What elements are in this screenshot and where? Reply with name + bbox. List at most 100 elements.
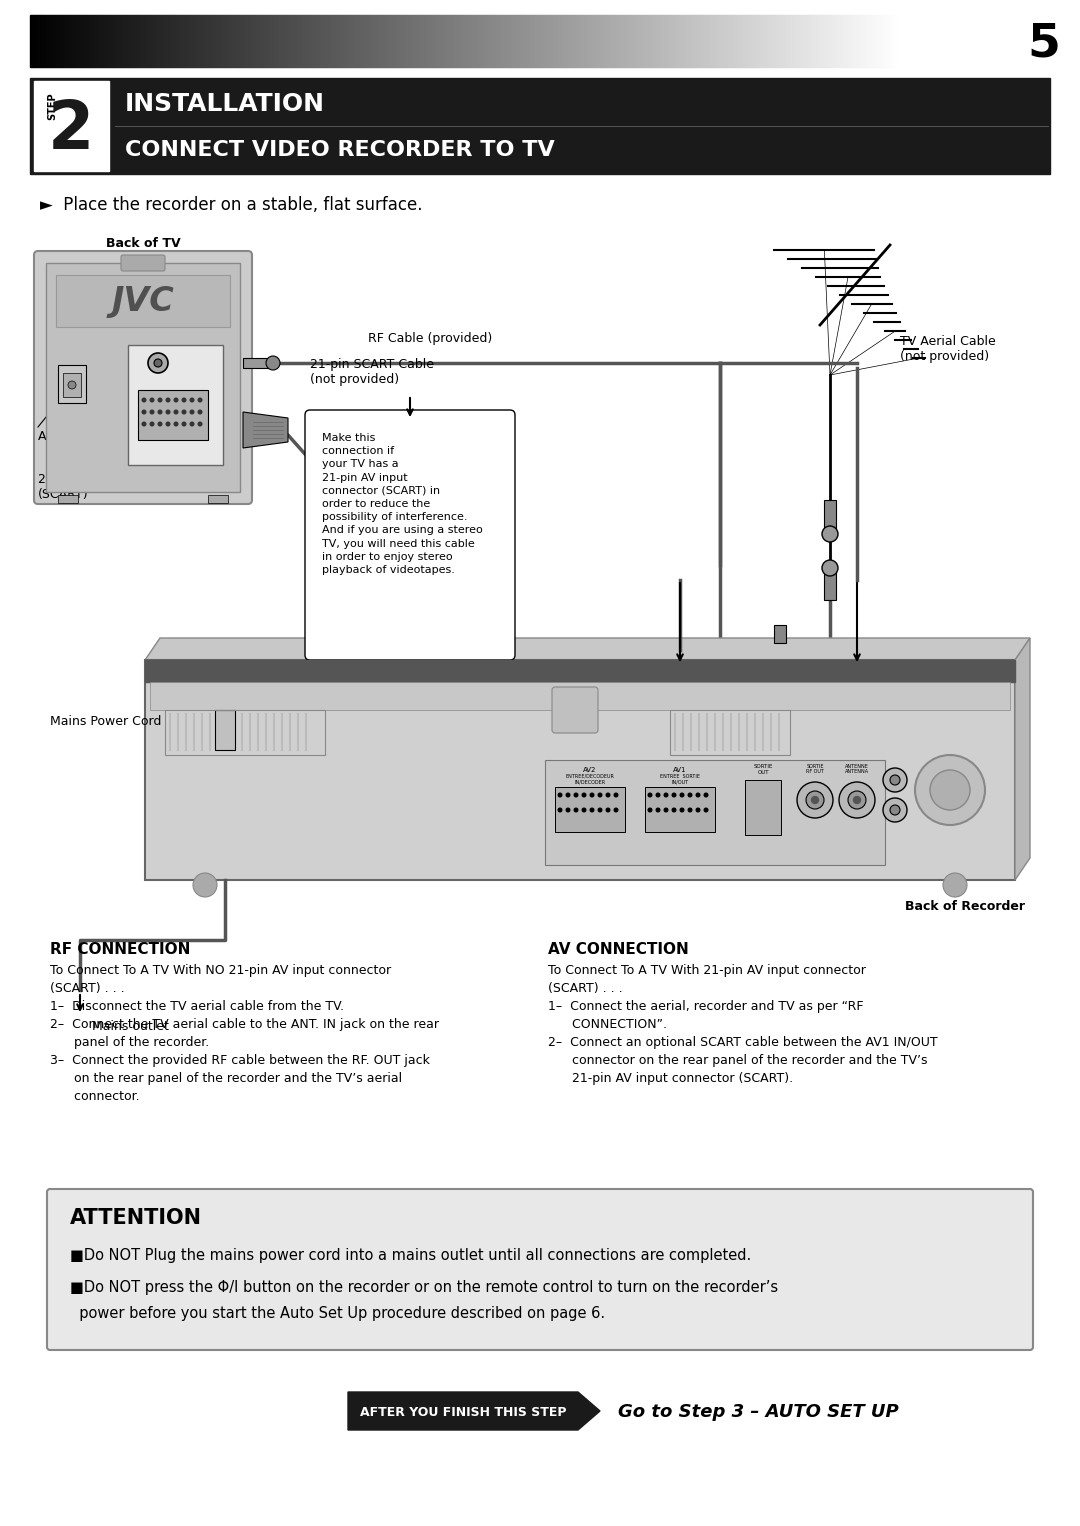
Text: 1–  Connect the aerial, recorder and TV as per “RF: 1– Connect the aerial, recorder and TV a… xyxy=(548,1000,864,1013)
Text: ■Do NOT press the Φ/I button on the recorder or on the remote control to turn on: ■Do NOT press the Φ/I button on the reco… xyxy=(70,1280,778,1296)
Circle shape xyxy=(558,794,562,797)
Text: Back of TV: Back of TV xyxy=(106,237,180,250)
Circle shape xyxy=(154,359,162,366)
Circle shape xyxy=(664,809,667,812)
Text: ENTREE/DECODEUR: ENTREE/DECODEUR xyxy=(566,774,615,778)
Bar xyxy=(30,78,1050,174)
Text: IN/OUT: IN/OUT xyxy=(672,778,689,784)
Bar xyxy=(824,501,836,530)
Circle shape xyxy=(797,781,833,818)
Text: Go to Step 3 – AUTO SET UP: Go to Step 3 – AUTO SET UP xyxy=(618,1402,899,1421)
Bar xyxy=(56,275,230,327)
Text: ►  Place the recorder on a stable, flat surface.: ► Place the recorder on a stable, flat s… xyxy=(40,195,422,214)
Circle shape xyxy=(193,873,217,897)
Text: INSTALLATION: INSTALLATION xyxy=(125,92,325,116)
Bar xyxy=(63,372,81,397)
Text: 2–  Connect the TV aerial cable to the ANT. IN jack on the rear: 2– Connect the TV aerial cable to the AN… xyxy=(50,1018,438,1032)
Circle shape xyxy=(657,794,660,797)
Circle shape xyxy=(148,353,168,372)
Text: on the rear panel of the recorder and the TV’s aerial: on the rear panel of the recorder and th… xyxy=(50,1071,402,1085)
Circle shape xyxy=(915,755,985,826)
Circle shape xyxy=(811,797,819,804)
Bar xyxy=(555,787,625,832)
Circle shape xyxy=(190,410,193,414)
Circle shape xyxy=(199,398,202,401)
Bar xyxy=(774,626,786,642)
Text: connector.: connector. xyxy=(50,1090,139,1103)
Text: ENTREE  SORTIE: ENTREE SORTIE xyxy=(660,774,700,778)
Text: 2–  Connect an optional SCART cable between the AV1 IN/OUT: 2– Connect an optional SCART cable betwe… xyxy=(548,1036,937,1048)
Text: Mains Power Cord: Mains Power Cord xyxy=(50,716,161,728)
Circle shape xyxy=(848,790,866,809)
Circle shape xyxy=(615,794,618,797)
Circle shape xyxy=(143,410,146,414)
Circle shape xyxy=(598,794,602,797)
Bar xyxy=(58,494,78,504)
Circle shape xyxy=(582,794,585,797)
Circle shape xyxy=(150,398,153,401)
Circle shape xyxy=(657,809,660,812)
Circle shape xyxy=(697,794,700,797)
Text: 3–  Connect the provided RF cable between the RF. OUT jack: 3– Connect the provided RF cable between… xyxy=(50,1054,430,1067)
Circle shape xyxy=(883,798,907,823)
Circle shape xyxy=(883,768,907,792)
Circle shape xyxy=(566,794,570,797)
Text: TV Aerial Cable
(not provided): TV Aerial Cable (not provided) xyxy=(900,336,996,363)
Bar xyxy=(129,345,222,465)
Bar xyxy=(745,780,781,835)
Circle shape xyxy=(166,423,170,426)
Circle shape xyxy=(606,794,610,797)
Circle shape xyxy=(590,794,594,797)
Circle shape xyxy=(930,771,970,810)
Circle shape xyxy=(558,809,562,812)
FancyBboxPatch shape xyxy=(48,1189,1032,1351)
Text: 21-pin AV input connector
(SCART): 21-pin AV input connector (SCART) xyxy=(38,473,201,501)
Circle shape xyxy=(697,809,700,812)
Circle shape xyxy=(199,423,202,426)
Text: SORTIE: SORTIE xyxy=(807,765,824,769)
Circle shape xyxy=(158,398,162,401)
Circle shape xyxy=(664,794,667,797)
Circle shape xyxy=(680,794,684,797)
Text: 21-pin SCART Cable
(not provided): 21-pin SCART Cable (not provided) xyxy=(310,359,434,386)
Polygon shape xyxy=(145,638,1030,661)
Circle shape xyxy=(680,809,684,812)
Circle shape xyxy=(853,797,861,804)
Text: Back of Recorder: Back of Recorder xyxy=(905,900,1025,913)
Text: Aerial connector: Aerial connector xyxy=(38,430,140,443)
Text: 2: 2 xyxy=(48,98,94,163)
Bar xyxy=(670,710,789,755)
Circle shape xyxy=(822,526,838,542)
Circle shape xyxy=(704,809,707,812)
Text: (SCART) . . .: (SCART) . . . xyxy=(548,983,623,995)
Bar xyxy=(145,661,1015,682)
Text: STEP: STEP xyxy=(48,92,57,119)
Bar xyxy=(645,787,715,832)
Bar xyxy=(46,262,240,491)
Circle shape xyxy=(575,794,578,797)
Text: ANTENNE: ANTENNE xyxy=(845,765,869,769)
Text: (SCART) . . .: (SCART) . . . xyxy=(50,983,124,995)
Text: ANTENNA: ANTENNA xyxy=(845,769,869,774)
Circle shape xyxy=(150,423,153,426)
Circle shape xyxy=(704,794,707,797)
Circle shape xyxy=(143,423,146,426)
Bar xyxy=(145,661,1015,881)
Bar xyxy=(208,494,228,504)
Bar xyxy=(215,710,235,749)
Text: AV1: AV1 xyxy=(673,768,687,774)
Circle shape xyxy=(890,806,900,815)
Text: To Connect To A TV With NO 21-pin AV input connector: To Connect To A TV With NO 21-pin AV inp… xyxy=(50,964,391,977)
Text: IN/DECODER: IN/DECODER xyxy=(575,778,606,784)
Circle shape xyxy=(190,398,193,401)
Text: RF CONNECTION: RF CONNECTION xyxy=(50,942,190,957)
Circle shape xyxy=(688,794,692,797)
Circle shape xyxy=(648,809,652,812)
Text: Make this
connection if
your TV has a
21-pin AV input
connector (SCART) in
order: Make this connection if your TV has a 21… xyxy=(322,433,483,575)
Circle shape xyxy=(615,809,618,812)
Text: AFTER YOU FINISH THIS STEP: AFTER YOU FINISH THIS STEP xyxy=(360,1405,566,1419)
Text: AV CONNECTION: AV CONNECTION xyxy=(548,942,689,957)
Circle shape xyxy=(166,410,170,414)
Text: RF OUT: RF OUT xyxy=(806,769,824,774)
Bar xyxy=(824,571,836,600)
